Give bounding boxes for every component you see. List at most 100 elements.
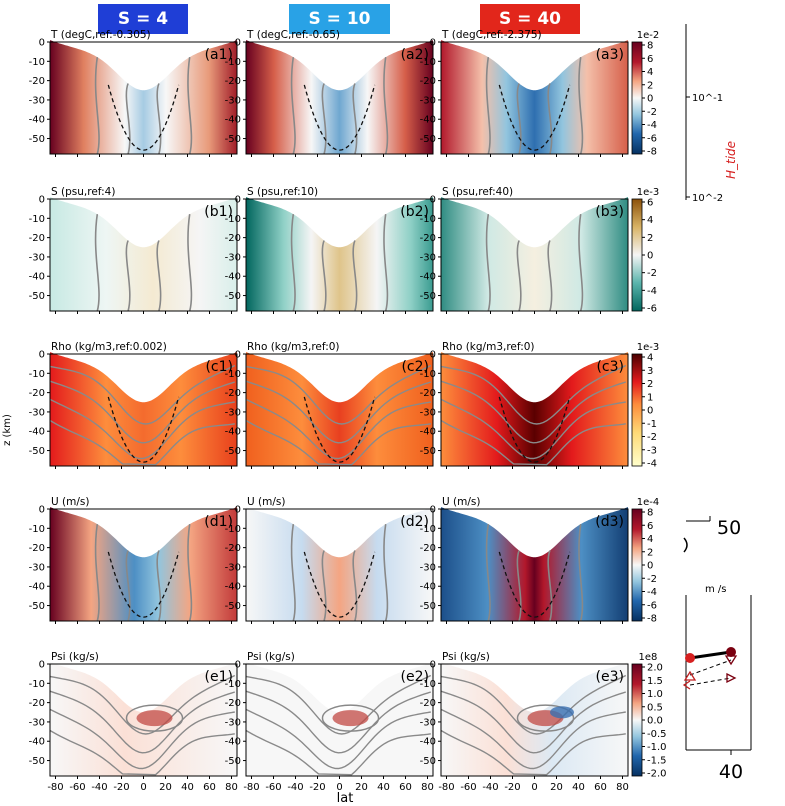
colorbar-tick-label: 0.5 — [647, 702, 663, 713]
y-tick-label: -40 — [420, 737, 436, 748]
y-tick-label: -50 — [420, 756, 436, 767]
panel-label: (a3) — [596, 47, 624, 63]
x-tick-label: -80 — [438, 782, 454, 793]
x-tick-label: 0 — [531, 782, 537, 793]
side-series-line — [689, 659, 732, 676]
contour-line — [49, 674, 236, 735]
y-tick-label: -20 — [29, 233, 45, 244]
y-tick-label: -40 — [420, 427, 436, 438]
contour-line — [187, 214, 193, 312]
colorbar-tick-label: -6 — [647, 133, 657, 144]
panel-t-1: T (degC,ref:-0.305)(a1)0-10-20-30-40-50 — [29, 29, 238, 157]
colorbar-tick-label: -6 — [647, 304, 657, 315]
x-tick-label: 80 — [421, 782, 434, 793]
panel-label: (b1) — [204, 204, 233, 220]
y-tick-label: -10 — [225, 369, 241, 380]
colorbar-exponent: 1e-3 — [637, 342, 660, 353]
panel-title: Psi (kg/s) — [51, 651, 99, 663]
y-tick-label: -10 — [29, 679, 45, 690]
panel-title: Psi (kg/s) — [442, 651, 490, 663]
colorbar-tick-label: 2 — [647, 233, 653, 244]
y-tick-label: -20 — [420, 388, 436, 399]
y-tick-label: -40 — [29, 272, 45, 283]
y-tick-label: -30 — [420, 717, 436, 728]
x-tick-label: 80 — [616, 782, 629, 793]
colorbar-tick-label: 2 — [647, 547, 653, 558]
y-tick-label: -10 — [420, 214, 436, 225]
psi-cell — [136, 710, 173, 727]
y-tick-label: -40 — [420, 272, 436, 283]
contour-line — [440, 708, 626, 770]
colorbar-tick-label: 1.0 — [647, 689, 663, 700]
contour-line — [383, 214, 389, 312]
contour-line — [245, 398, 431, 460]
panel-u-2: U (m/s)(d2)0-10-20-30-40-50 — [225, 496, 434, 624]
side-tick-label: 40 — [719, 761, 743, 783]
panel-label: (c3) — [596, 359, 624, 375]
y-tick-label: 0 — [430, 195, 436, 206]
colorbar-u: 1e-48 6 4 2 0 -2 -4 -6 -8 — [631, 497, 659, 625]
y-tick-label: -50 — [420, 134, 436, 145]
panel-title: U (m/s) — [51, 496, 89, 508]
y-tick-label: -30 — [420, 95, 436, 106]
contour-line — [156, 83, 162, 155]
colorbar-tick-label: -0.5 — [647, 729, 667, 740]
contour-line — [578, 214, 584, 312]
contour-line — [516, 240, 522, 312]
panel-title: T (degC,ref:-0.305) — [50, 29, 151, 41]
panel-label: (d1) — [204, 514, 233, 530]
contour-line — [187, 57, 193, 155]
panel-label: (e1) — [205, 669, 233, 685]
y-tick-label: -10 — [225, 524, 241, 535]
y-tick-label: -40 — [225, 272, 241, 283]
y-tick-label: 0 — [430, 660, 436, 671]
y-tick-label: -10 — [420, 57, 436, 68]
y-tick-label: 0 — [39, 350, 45, 361]
column-header-2: S = 10 psu — [289, 4, 390, 59]
panel-title: S (psu,ref:4) — [51, 186, 115, 198]
y-tick-label: -50 — [225, 291, 241, 302]
contour-line — [440, 729, 626, 776]
contour-line — [290, 524, 296, 622]
panel-label: (b2) — [400, 204, 429, 220]
x-tick-label: 40 — [572, 782, 585, 793]
y-tick-label: -20 — [29, 76, 45, 87]
y-tick-label: -10 — [225, 214, 241, 225]
y-tick-label: -50 — [420, 291, 436, 302]
y-tick-label: -10 — [29, 524, 45, 535]
panel-title: S (psu,ref:40) — [442, 186, 513, 198]
panel-rho-3: Rho (kg/m3,ref:0) (c3) 0 -10 -20 -30 -40 -50 — [420, 341, 629, 469]
colorbar-tick-label: 3 — [647, 366, 653, 377]
colorbar-tick-label: 0 — [647, 251, 653, 262]
y-tick-label: -10 — [225, 57, 241, 68]
colorbar-tick-label: 8 — [647, 41, 653, 52]
y-tick-label: -50 — [225, 601, 241, 612]
side-marker — [683, 670, 697, 681]
contour-line — [49, 419, 235, 466]
contour-line — [290, 57, 296, 155]
panel-title: Rho (kg/m3,ref:0) — [247, 341, 340, 353]
y-tick-label: -30 — [225, 717, 241, 728]
colorbar-tick-label: -1.5 — [647, 755, 667, 766]
column-header-1: S = 4 psu — [98, 4, 188, 59]
y-tick-label: -10 — [420, 369, 436, 380]
x-tick-label: -20 — [309, 782, 325, 793]
contour-line — [245, 690, 432, 754]
colorbar-tick-label: 6 — [647, 521, 653, 532]
colorbar-tick-label: -4 — [647, 587, 657, 598]
colorbar-tick-label: 4 — [647, 353, 653, 364]
contour-line — [352, 240, 358, 312]
x-axis-label: lat — [337, 791, 354, 806]
colorbar-tick-label: -4 — [647, 459, 657, 470]
colorbar-strip — [631, 508, 643, 622]
contour-line — [352, 83, 358, 155]
panel-label: (c1) — [205, 359, 233, 375]
y-tick-label: -50 — [225, 446, 241, 457]
y-tick-label: -20 — [420, 76, 436, 87]
contour-line — [578, 57, 584, 155]
y-tick-label: -10 — [29, 57, 45, 68]
colorbar-tick-label: -8 — [647, 147, 657, 158]
colorbar-tick-label: 8 — [647, 508, 653, 519]
x-tick-label: 20 — [550, 782, 563, 793]
y-tick-label: -30 — [225, 95, 241, 106]
